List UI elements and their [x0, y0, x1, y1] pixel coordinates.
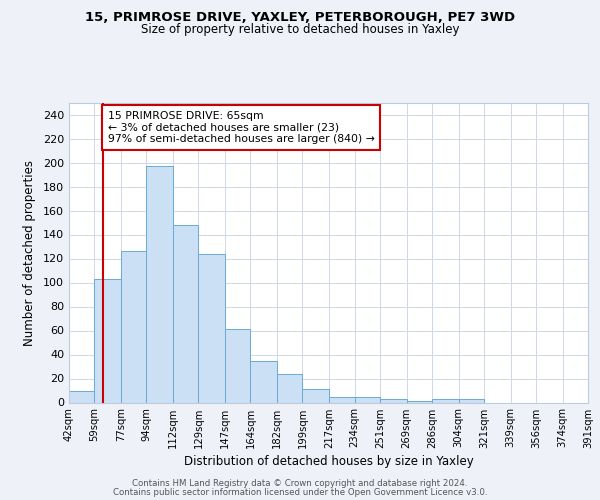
X-axis label: Distribution of detached houses by size in Yaxley: Distribution of detached houses by size … — [184, 454, 473, 468]
Bar — [94, 279, 121, 402]
Bar — [302, 390, 329, 402]
Bar — [146, 166, 173, 402]
Bar — [432, 399, 458, 402]
Bar — [173, 225, 199, 402]
Bar — [69, 390, 94, 402]
Bar — [355, 396, 380, 402]
Bar — [250, 360, 277, 403]
Bar — [199, 254, 225, 402]
Bar — [380, 399, 407, 402]
Bar — [277, 374, 302, 402]
Bar — [458, 399, 484, 402]
Y-axis label: Number of detached properties: Number of detached properties — [23, 160, 36, 346]
Text: Size of property relative to detached houses in Yaxley: Size of property relative to detached ho… — [141, 22, 459, 36]
Text: Contains HM Land Registry data © Crown copyright and database right 2024.: Contains HM Land Registry data © Crown c… — [132, 479, 468, 488]
Text: Contains public sector information licensed under the Open Government Licence v3: Contains public sector information licen… — [113, 488, 487, 497]
Text: 15, PRIMROSE DRIVE, YAXLEY, PETERBOROUGH, PE7 3WD: 15, PRIMROSE DRIVE, YAXLEY, PETERBOROUGH… — [85, 11, 515, 24]
Bar — [121, 252, 146, 402]
Bar — [329, 396, 355, 402]
Text: 15 PRIMROSE DRIVE: 65sqm
← 3% of detached houses are smaller (23)
97% of semi-de: 15 PRIMROSE DRIVE: 65sqm ← 3% of detache… — [107, 111, 374, 144]
Bar — [225, 330, 250, 402]
